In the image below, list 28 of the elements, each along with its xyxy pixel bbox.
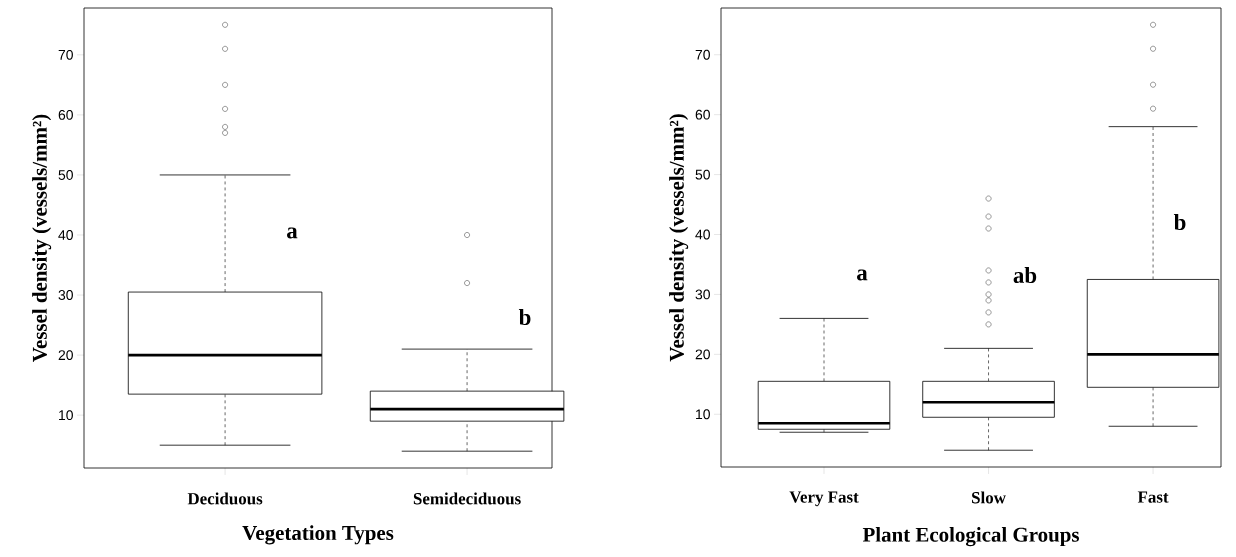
x-axis-title: Plant Ecological Groups — [862, 527, 1079, 547]
annotation: a — [287, 227, 298, 239]
y-tick-label: 40 — [695, 229, 710, 240]
x-tick-label: Semideciduous — [413, 492, 521, 505]
y-tick-label: 70 — [58, 49, 73, 60]
y-tick-label: 70 — [695, 49, 710, 60]
y-axis-title: Vessel density (vessels/mm²) — [32, 114, 52, 362]
y-tick-label: 60 — [695, 109, 710, 120]
y-tick-label: 50 — [58, 170, 73, 180]
y-axis-title: Vessel density (vessels/mm²) — [669, 114, 689, 362]
y-tick-label: 20 — [695, 349, 710, 360]
y-tick-label: 10 — [696, 409, 710, 420]
y-tick-label: 30 — [695, 289, 710, 300]
y-tick-label: 30 — [58, 290, 73, 300]
y-tick-label: 40 — [58, 230, 73, 240]
x-tick-label: Slow — [972, 491, 1006, 504]
x-tick-label: Deciduous — [187, 492, 263, 505]
y-tick-label: 60 — [58, 109, 73, 120]
y-tick-label: 50 — [695, 169, 710, 180]
x-axis-title: Vegetation Types — [242, 525, 394, 545]
x-tick-label: Fast — [1137, 491, 1169, 503]
annotation: b — [1173, 213, 1186, 231]
x-tick-label: Very Fast — [789, 491, 859, 507]
y-tick-label: 10 — [59, 410, 73, 421]
annotation: ab — [1013, 266, 1037, 284]
annotation: a — [857, 269, 868, 281]
annotation: b — [518, 308, 531, 326]
y-tick-label: 20 — [58, 350, 73, 361]
